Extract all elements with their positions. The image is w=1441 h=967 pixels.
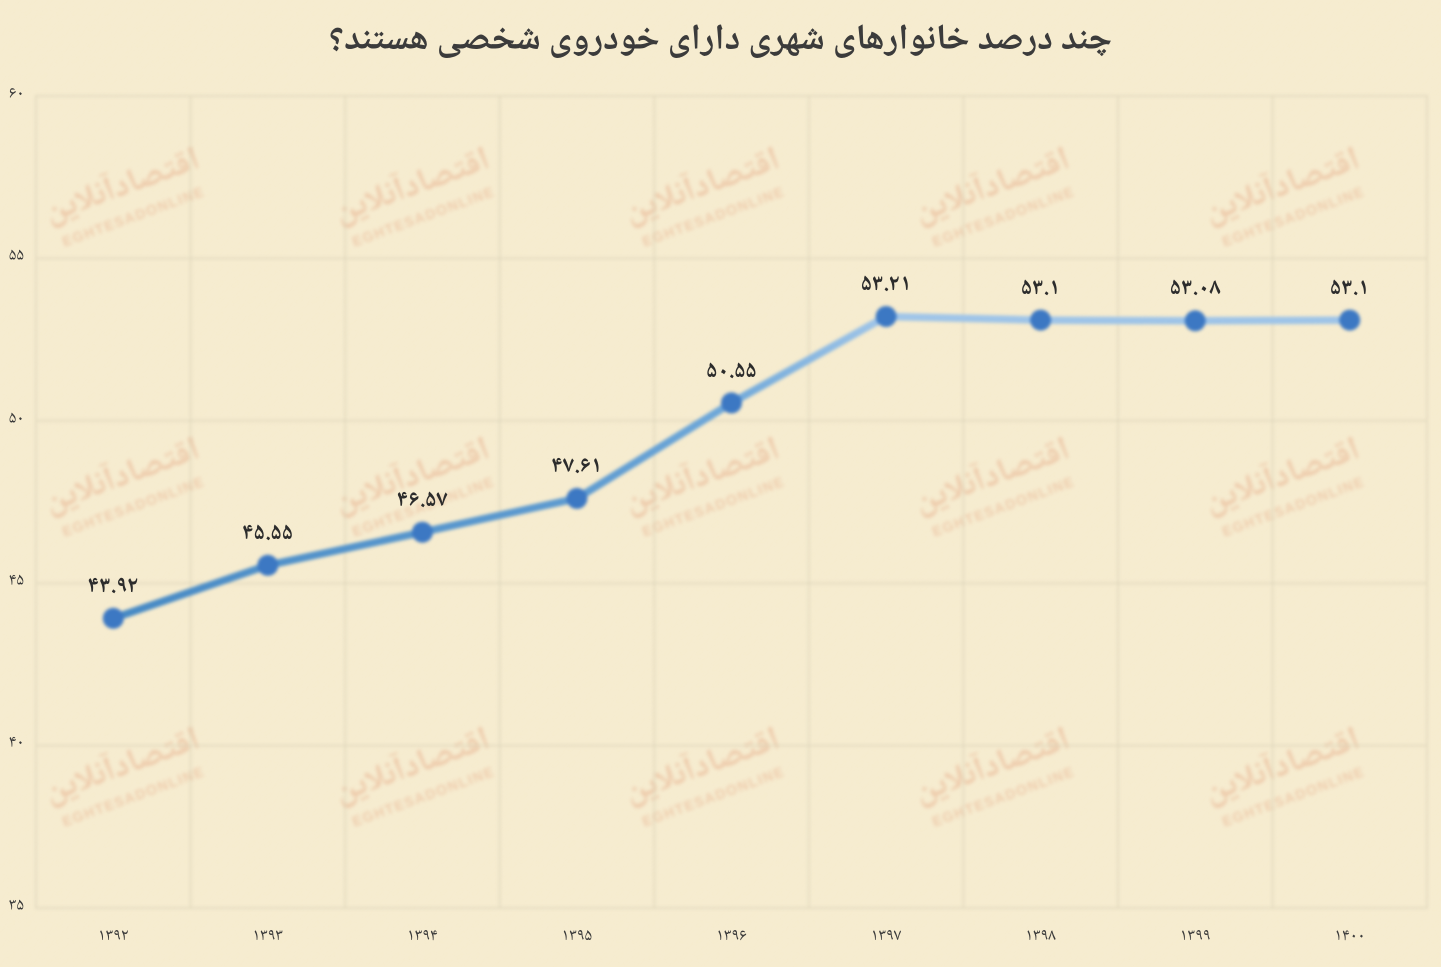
svg-text:۱۳۹۵: ۱۳۹۵ xyxy=(562,922,593,951)
svg-text:۴۷.۶۱: ۴۷.۶۱ xyxy=(552,447,603,487)
svg-text:۱۳۹۶: ۱۳۹۶ xyxy=(716,922,747,951)
svg-text:۵۳.۱: ۵۳.۱ xyxy=(1021,269,1060,309)
svg-text:۱۳۹۴: ۱۳۹۴ xyxy=(407,922,438,951)
svg-text:۴۰: ۴۰ xyxy=(9,729,24,758)
svg-text:۶۰: ۶۰ xyxy=(9,80,24,109)
svg-text:۴۳.۹۲: ۴۳.۹۲ xyxy=(88,567,139,607)
svg-text:۵۰: ۵۰ xyxy=(9,405,24,434)
svg-text:۵۵: ۵۵ xyxy=(9,242,24,271)
svg-text:۱۴۰۰: ۱۴۰۰ xyxy=(1334,922,1365,951)
svg-text:۱۳۹۸: ۱۳۹۸ xyxy=(1025,922,1056,951)
svg-text:۱۳۹۳: ۱۳۹۳ xyxy=(253,922,284,951)
svg-text:۵۳.۲۱: ۵۳.۲۱ xyxy=(861,265,912,305)
svg-text:۱۳۹۲: ۱۳۹۲ xyxy=(98,922,129,951)
svg-text:۳۵: ۳۵ xyxy=(9,892,24,921)
svg-text:۵۳.۱: ۵۳.۱ xyxy=(1330,269,1369,309)
svg-text:۱۳۹۹: ۱۳۹۹ xyxy=(1180,922,1211,951)
svg-text:۵۰.۵۵: ۵۰.۵۵ xyxy=(706,352,757,392)
svg-text:۴۵.۵۵: ۴۵.۵۵ xyxy=(243,514,294,554)
svg-text:۵۳.۰۸: ۵۳.۰۸ xyxy=(1170,269,1221,309)
svg-text:۴۵: ۴۵ xyxy=(9,567,24,596)
svg-text:۱۳۹۷: ۱۳۹۷ xyxy=(871,922,902,951)
svg-text:۴۶.۵۷: ۴۶.۵۷ xyxy=(397,481,448,521)
